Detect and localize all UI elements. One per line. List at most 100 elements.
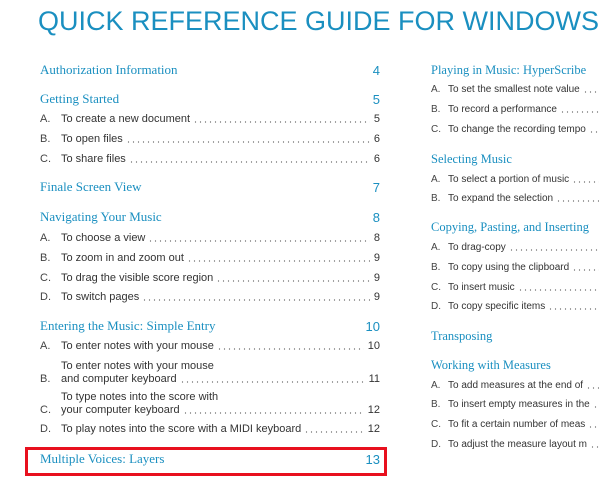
toc-item-link[interactable]: B. To record a performance bbox=[431, 103, 599, 116]
page-number: 9 bbox=[373, 291, 380, 303]
item-text: To add measures at the end of bbox=[448, 379, 599, 392]
page-number: 12 bbox=[367, 404, 380, 416]
item-letter: C. bbox=[40, 404, 51, 416]
toc-section-link[interactable]: Navigating Your Music 8 bbox=[40, 207, 380, 225]
item-letter: A. bbox=[40, 113, 51, 125]
toc-item-link[interactable]: A. To set the smallest note value bbox=[431, 83, 599, 96]
item-label: To record a performance bbox=[448, 104, 557, 115]
item-text: To copy specific items bbox=[448, 300, 599, 313]
item-letter: B. bbox=[431, 104, 441, 115]
item-letter: A. bbox=[431, 174, 441, 185]
toc-item-link[interactable]: D. To adjust the measure layout m bbox=[431, 438, 599, 451]
page-number: 12 bbox=[367, 423, 380, 435]
toc-right-column: Playing in Music: HyperScribe A. To set th… bbox=[431, 0, 599, 479]
item-letter: A. bbox=[431, 242, 441, 253]
toc-item-link[interactable]: A. To create a new document 5 bbox=[40, 113, 380, 126]
page-number: 6 bbox=[373, 153, 380, 165]
toc-item-link[interactable]: A. To drag-copy bbox=[431, 241, 599, 254]
item-label: To drag-copy bbox=[448, 242, 506, 253]
toc-item-link[interactable]: B. To zoom in and zoom out 9 bbox=[40, 252, 380, 265]
dot-leader bbox=[556, 200, 599, 202]
dot-leader bbox=[582, 91, 599, 93]
toc-section-link[interactable]: Authorization Information 4 bbox=[40, 60, 380, 78]
section-title: Multiple Voices: Layers bbox=[40, 451, 165, 466]
toc-item-link[interactable]: A. To choose a view 8 bbox=[40, 232, 380, 245]
dot-leader bbox=[588, 131, 599, 133]
item-letter: D. bbox=[431, 439, 441, 450]
item-text: To drag the visible score region 9 bbox=[61, 272, 380, 285]
toc-item-link[interactable]: C. To share files 6 bbox=[40, 153, 380, 166]
toc-item-link[interactable]: D. To switch pages 9 bbox=[40, 291, 380, 304]
toc-item-link[interactable]: A. To enter notes with your mouse 10 bbox=[40, 340, 380, 353]
toc-section-link[interactable]: Transposing bbox=[431, 326, 599, 344]
toc-item-link[interactable]: A. To add measures at the end of bbox=[431, 379, 599, 392]
dot-leader bbox=[304, 431, 364, 433]
toc-item-link[interactable]: C. To type notes into the score with your … bbox=[40, 391, 380, 417]
dot-leader bbox=[148, 240, 370, 242]
toc-item-link[interactable]: A. To select a portion of music bbox=[431, 173, 599, 186]
toc-section-link[interactable]: Entering the Music: Simple Entry 10 bbox=[40, 316, 380, 334]
dot-leader bbox=[572, 269, 599, 271]
toc-section-link[interactable]: Selecting Music bbox=[431, 149, 599, 167]
page-number: 6 bbox=[373, 133, 380, 145]
item-letter: C. bbox=[40, 272, 51, 284]
toc-item-link[interactable]: B. To open files 6 bbox=[40, 133, 380, 146]
item-label: To zoom in and zoom out bbox=[61, 252, 184, 264]
toc-item-link[interactable]: C. To insert music bbox=[431, 281, 599, 294]
item-text: To drag-copy bbox=[448, 241, 599, 254]
item-text: To switch pages 9 bbox=[61, 291, 380, 304]
item-letter: B. bbox=[40, 133, 51, 145]
toc-section-link[interactable]: Playing in Music: HyperScribe bbox=[431, 60, 599, 78]
section-title: Playing in Music: HyperScribe bbox=[431, 63, 587, 77]
page-number: 10 bbox=[365, 319, 380, 334]
item-text: To set the smallest note value bbox=[448, 83, 599, 96]
page-number: 7 bbox=[372, 180, 380, 195]
item-letter: B. bbox=[431, 399, 441, 410]
toc-section-link[interactable]: Multiple Voices: Layers 13 bbox=[40, 449, 380, 467]
item-letter: B. bbox=[40, 373, 51, 385]
toc-item-link[interactable]: D. To play notes into the score with a MI… bbox=[40, 423, 380, 436]
item-letter: D. bbox=[40, 423, 51, 435]
section-title: Navigating Your Music bbox=[40, 209, 162, 224]
item-label: To play notes into the score with a MIDI… bbox=[61, 423, 302, 435]
toc-section-link[interactable]: Getting Started 5 bbox=[40, 89, 380, 107]
dot-leader bbox=[586, 387, 599, 389]
item-label: To drag the visible score region bbox=[61, 272, 214, 284]
item-label: To insert empty measures in the bbox=[448, 399, 590, 410]
toc-section-link[interactable]: Working with Measures bbox=[431, 355, 599, 373]
item-label: To type notes into the score with bbox=[61, 391, 219, 403]
item-text: To open files 6 bbox=[61, 133, 380, 146]
toc-section-link[interactable]: Copying, Pasting, and Inserting bbox=[431, 217, 599, 235]
dot-leader bbox=[592, 406, 599, 408]
item-label: To enter notes with your mouse bbox=[61, 360, 214, 372]
page-number: 10 bbox=[367, 340, 380, 352]
item-text: To record a performance bbox=[448, 103, 599, 116]
toc-section-link[interactable]: Finale Screen View 7 bbox=[40, 177, 380, 195]
page-number: 8 bbox=[372, 210, 380, 225]
section-title: Entering the Music: Simple Entry bbox=[40, 318, 216, 333]
toc-item-link[interactable]: B. To insert empty measures in the bbox=[431, 398, 599, 411]
item-label: To switch pages bbox=[61, 291, 140, 303]
page-number: 13 bbox=[365, 452, 380, 467]
item-text: To type notes into the score with your co… bbox=[61, 391, 380, 417]
item-text: To adjust the measure layout m bbox=[448, 438, 599, 451]
toc-item-link[interactable]: D. To copy specific items bbox=[431, 300, 599, 313]
item-text: To expand the selection bbox=[448, 192, 599, 205]
toc-item-link[interactable]: B. To enter notes with your mouse and comp… bbox=[40, 360, 380, 386]
toc-item-link[interactable]: C. To drag the visible score region 9 bbox=[40, 272, 380, 285]
dot-leader bbox=[517, 289, 599, 291]
item-label: To set the smallest note value bbox=[448, 84, 580, 95]
toc-item-link[interactable]: C. To change the recording tempo bbox=[431, 123, 599, 136]
toc-item-link[interactable]: C. To fit a certain number of meas bbox=[431, 418, 599, 431]
section-title: Getting Started bbox=[40, 91, 120, 106]
item-label: To change the recording tempo bbox=[448, 124, 586, 135]
item-label: To copy specific items bbox=[448, 301, 546, 312]
item-letter: A. bbox=[40, 232, 51, 244]
dot-leader bbox=[128, 161, 370, 163]
item-letter: B. bbox=[431, 193, 441, 204]
toc-item-link[interactable]: B. To expand the selection bbox=[431, 192, 599, 205]
item-label-line2: and computer keyboard bbox=[61, 373, 177, 385]
page-number: 9 bbox=[373, 272, 380, 284]
toc-item-link[interactable]: B. To copy using the clipboard bbox=[431, 261, 599, 274]
item-text: To play notes into the score with a MIDI… bbox=[61, 423, 380, 436]
